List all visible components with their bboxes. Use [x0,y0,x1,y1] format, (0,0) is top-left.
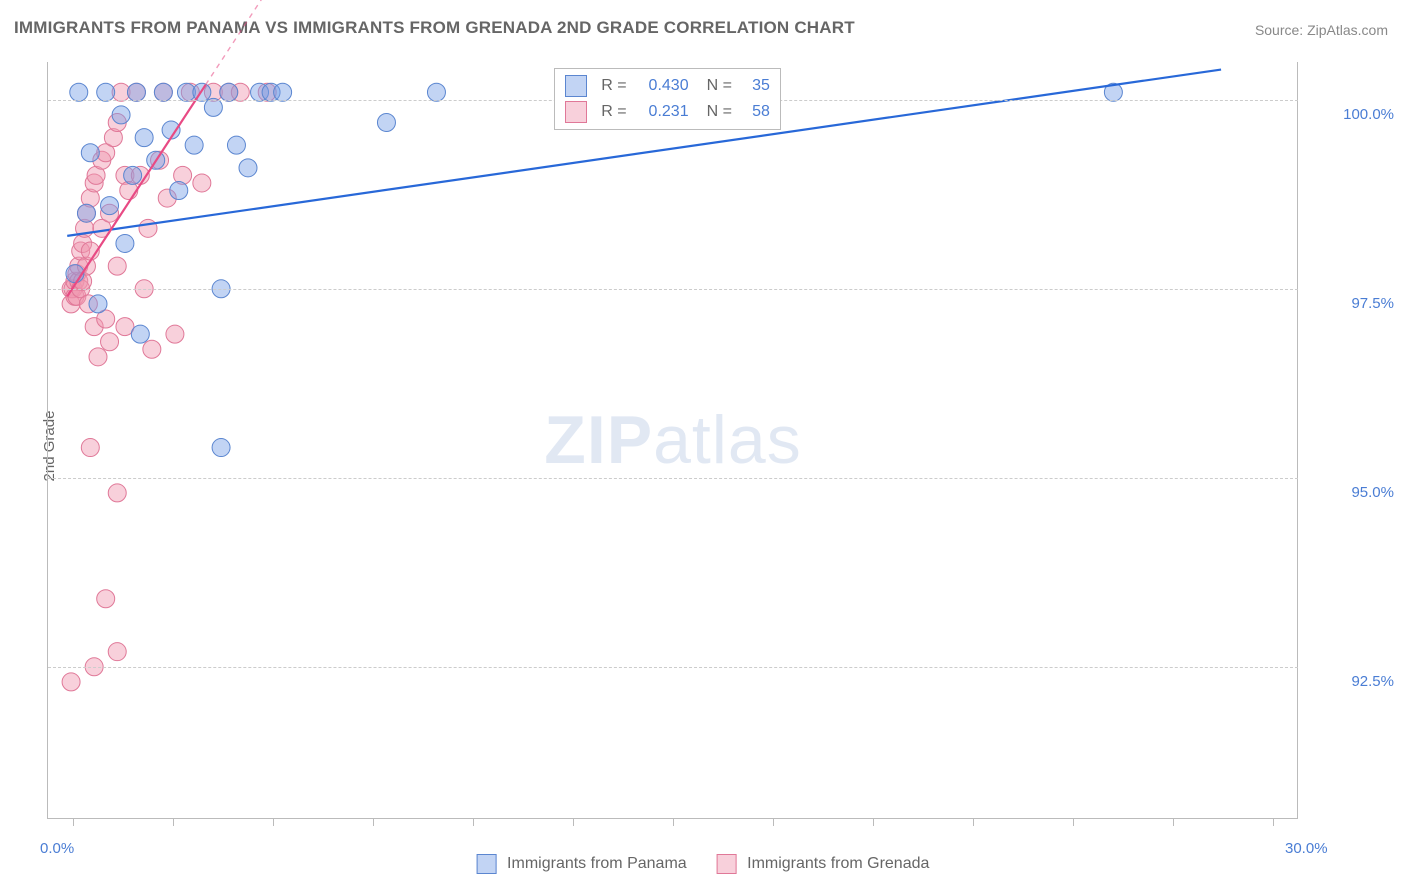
x-axis-left-label: 0.0% [40,840,74,857]
data-point-panama [239,159,257,177]
data-point-panama [274,83,292,101]
r-label: R = [601,73,626,99]
correlation-row-panama: R = 0.430 N = 35 [565,73,770,99]
y-tick-label: 95.0% [1351,484,1394,501]
data-point-panama [220,83,238,101]
source-attribution: Source: ZipAtlas.com [1255,22,1388,38]
data-point-panama [77,204,95,222]
correlation-row-grenada: R = 0.231 N = 58 [565,99,770,125]
plot-area: ZIPatlas R =0.430N =35R =0.231N =58 [47,62,1298,819]
x-tick [173,818,174,826]
data-point-panama [81,144,99,162]
data-point-grenada [81,439,99,457]
legend-label-panama: Immigrants from Panama [507,855,687,872]
x-tick [573,818,574,826]
x-tick [73,818,74,826]
legend-swatch-grenada [717,854,737,874]
legend-label-grenada: Immigrants from Grenada [747,855,929,872]
scatter-svg [48,62,1298,818]
data-point-grenada [108,257,126,275]
x-tick [773,818,774,826]
x-tick [1073,818,1074,826]
x-tick [373,818,374,826]
x-tick [1173,818,1174,826]
x-axis-right-label: 30.0% [1285,840,1328,857]
trendline-extrapolated-grenada [206,0,356,85]
n-label: N = [707,73,732,99]
data-point-panama [204,98,222,116]
data-point-panama [377,113,395,131]
data-point-panama [70,83,88,101]
data-point-grenada [193,174,211,192]
data-point-panama [135,129,153,147]
data-point-panama [89,295,107,313]
chart-container: IMMIGRANTS FROM PANAMA VS IMMIGRANTS FRO… [0,0,1406,892]
data-point-grenada [108,484,126,502]
y-tick-label: 97.5% [1351,295,1394,312]
data-point-grenada [143,340,161,358]
n-value-panama: 35 [740,73,770,99]
data-point-panama [124,166,142,184]
data-point-panama [212,439,230,457]
data-point-panama [101,197,119,215]
data-point-grenada [62,673,80,691]
legend-item-panama: Immigrants from Panama [477,854,687,874]
data-point-panama [227,136,245,154]
data-point-grenada [97,590,115,608]
data-point-panama [185,136,203,154]
data-point-grenada [89,348,107,366]
data-point-grenada [108,643,126,661]
r-label: R = [601,99,626,125]
r-value-panama: 0.430 [635,73,689,99]
data-point-panama [97,83,115,101]
data-point-grenada [166,325,184,343]
data-point-panama [427,83,445,101]
n-label: N = [707,99,732,125]
y-tick-label: 92.5% [1351,673,1394,690]
x-tick [273,818,274,826]
data-point-grenada [101,333,119,351]
x-tick [1273,818,1274,826]
data-point-panama [112,106,130,124]
corr-swatch-grenada [565,101,587,123]
legend-item-grenada: Immigrants from Grenada [717,854,930,874]
legend-swatch-panama [477,854,497,874]
gridline [48,478,1298,479]
x-tick [673,818,674,826]
r-value-grenada: 0.231 [635,99,689,125]
x-tick [473,818,474,826]
data-point-panama [127,83,145,101]
corr-swatch-panama [565,75,587,97]
correlation-legend: R = 0.430 N = 35 R = 0.231 N = 58 [554,68,781,130]
data-point-panama [170,182,188,200]
gridline [48,667,1298,668]
data-point-panama [131,325,149,343]
y-tick-label: 100.0% [1343,106,1394,123]
bottom-legend: Immigrants from Panama Immigrants from G… [477,854,930,874]
data-point-grenada [139,219,157,237]
n-value-grenada: 58 [740,99,770,125]
x-tick [873,818,874,826]
data-point-panama [154,83,172,101]
data-point-panama [116,234,134,252]
x-tick [973,818,974,826]
gridline [48,289,1298,290]
chart-title: IMMIGRANTS FROM PANAMA VS IMMIGRANTS FRO… [14,18,855,38]
